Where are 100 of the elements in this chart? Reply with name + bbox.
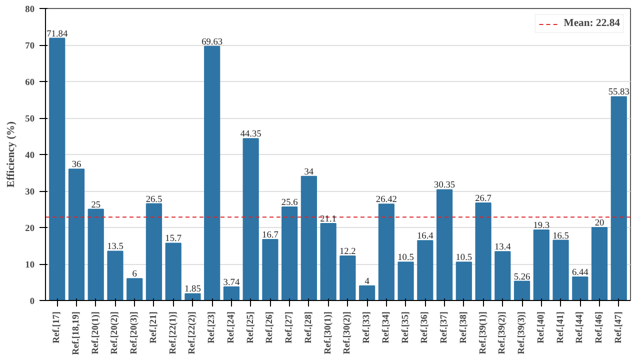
bar: [320, 222, 336, 300]
data-label: 25: [91, 200, 101, 210]
data-label: 16.5: [552, 231, 570, 242]
data-label: 1.85: [184, 284, 202, 295]
x-tick-label: Ref.[20(2)]: [110, 312, 120, 354]
data-label: 26.5: [146, 194, 162, 205]
bar: [49, 38, 66, 300]
bar: [184, 293, 201, 300]
x-tick-label: Ref.[36]: [420, 311, 430, 344]
data-label: 10.5: [398, 253, 414, 264]
data-label: 21.1: [320, 214, 337, 224]
x-tick-label: Ref.[17]: [52, 311, 62, 344]
bar: [88, 208, 104, 300]
bar: [494, 251, 511, 300]
data-label: 12.2: [340, 246, 356, 257]
x-tick-label: Ref.[26]: [265, 311, 276, 344]
data-label: 16.4: [417, 232, 434, 242]
x-tick-label: Ref.[39(3)]: [517, 312, 528, 354]
y-tick-label: 50: [25, 114, 35, 124]
bar: [282, 206, 298, 300]
x-tick-label: Ref.[20(3)]: [130, 312, 140, 354]
y-tick-label: 60: [25, 78, 35, 88]
data-label: 13.4: [494, 242, 512, 253]
y-tick-label: 20: [25, 224, 35, 234]
data-label: 10.5: [456, 253, 472, 264]
x-tick-label: Ref.[22(2)]: [188, 312, 198, 354]
bar: [262, 239, 278, 300]
y-tick-label: 40: [25, 151, 35, 161]
x-tick-label: Ref.[28]: [304, 311, 314, 344]
bar: [165, 242, 182, 300]
bar: [591, 227, 608, 300]
bar: [359, 285, 376, 300]
bar: [533, 230, 550, 300]
bar: [475, 202, 492, 300]
data-label: 5.26: [514, 272, 531, 282]
x-tick-label: Ref.[46]: [594, 311, 605, 344]
x-tick-label: Ref.[35]: [400, 311, 411, 344]
bar: [417, 240, 434, 300]
data-label: 13.5: [107, 242, 124, 252]
data-label: 55.83: [608, 88, 630, 98]
bar: [68, 168, 85, 300]
data-label: 19.3: [533, 221, 550, 232]
data-label: 6.44: [572, 268, 589, 278]
x-tick-label: Ref.[20(1)]: [90, 312, 101, 354]
y-tick-label: 30: [25, 188, 35, 198]
bar: [126, 278, 143, 300]
x-tick-label: Ref.[27]: [284, 311, 295, 344]
data-label: 15.7: [165, 234, 182, 244]
bar: [146, 203, 162, 300]
bar: [514, 280, 530, 300]
data-label: 6: [132, 270, 138, 280]
data-label: 16.7: [262, 230, 279, 241]
data-label: 25.6: [281, 198, 298, 208]
x-tick-label: Ref.[23]: [207, 311, 218, 344]
x-tick-label: Ref.[41]: [556, 311, 566, 344]
bar: [340, 255, 356, 300]
bar: [552, 240, 569, 300]
x-tick-label: Ref.[39(2)]: [498, 312, 508, 354]
data-label: 26.7: [475, 194, 492, 204]
bar: [242, 138, 259, 300]
data-label: 71.84: [46, 29, 68, 40]
data-label: 34: [304, 167, 314, 178]
x-tick-label: Ref.[30(1)]: [323, 312, 334, 354]
x-tick-label: Ref.[39(1)]: [478, 312, 488, 354]
bar: [204, 46, 220, 300]
y-tick-label: 10: [25, 260, 35, 270]
data-label: 44.35: [240, 130, 262, 140]
x-tick-label: Ref.[40]: [536, 311, 546, 344]
data-label: 69.63: [202, 37, 223, 48]
x-tick-label: Ref.[18,19]: [71, 311, 82, 356]
data-label: 3.74: [223, 278, 240, 288]
bar: [398, 262, 414, 300]
data-label: 4: [364, 276, 370, 287]
x-tick-label: Ref.[21]: [148, 311, 159, 344]
data-label: 26.42: [376, 195, 398, 206]
y-tick-label: 0: [30, 297, 35, 307]
bar: [300, 176, 317, 300]
x-tick-label: Ref.[34]: [381, 311, 392, 344]
x-tick-label: Ref.[30(2)]: [342, 312, 353, 354]
bar: [436, 189, 453, 300]
x-tick-label: Ref.[47]: [614, 311, 624, 344]
y-axis-title: Efficiency (%): [6, 121, 18, 188]
bar: [456, 262, 472, 300]
y-tick-label: 80: [25, 5, 35, 15]
y-tick-label: 70: [25, 42, 35, 52]
bar: [572, 276, 588, 300]
x-tick-label: Ref.[37]: [440, 311, 450, 344]
bar: [610, 96, 627, 300]
bar: [223, 286, 240, 300]
bar: [378, 204, 394, 300]
data-label: 36: [72, 160, 82, 170]
x-tick-label: Ref.[44]: [575, 311, 586, 344]
x-tick-label: Ref.[25]: [246, 311, 256, 344]
legend-label: Mean: 22.84: [564, 18, 620, 29]
x-tick-label: Ref.[22(1)]: [168, 312, 178, 354]
x-tick-label: Ref.[33]: [362, 311, 372, 344]
x-tick-label: Ref.[24]: [226, 311, 236, 344]
x-tick-label: Ref.[38]: [458, 311, 469, 344]
bar: [107, 250, 124, 300]
data-label: 20: [594, 218, 605, 228]
